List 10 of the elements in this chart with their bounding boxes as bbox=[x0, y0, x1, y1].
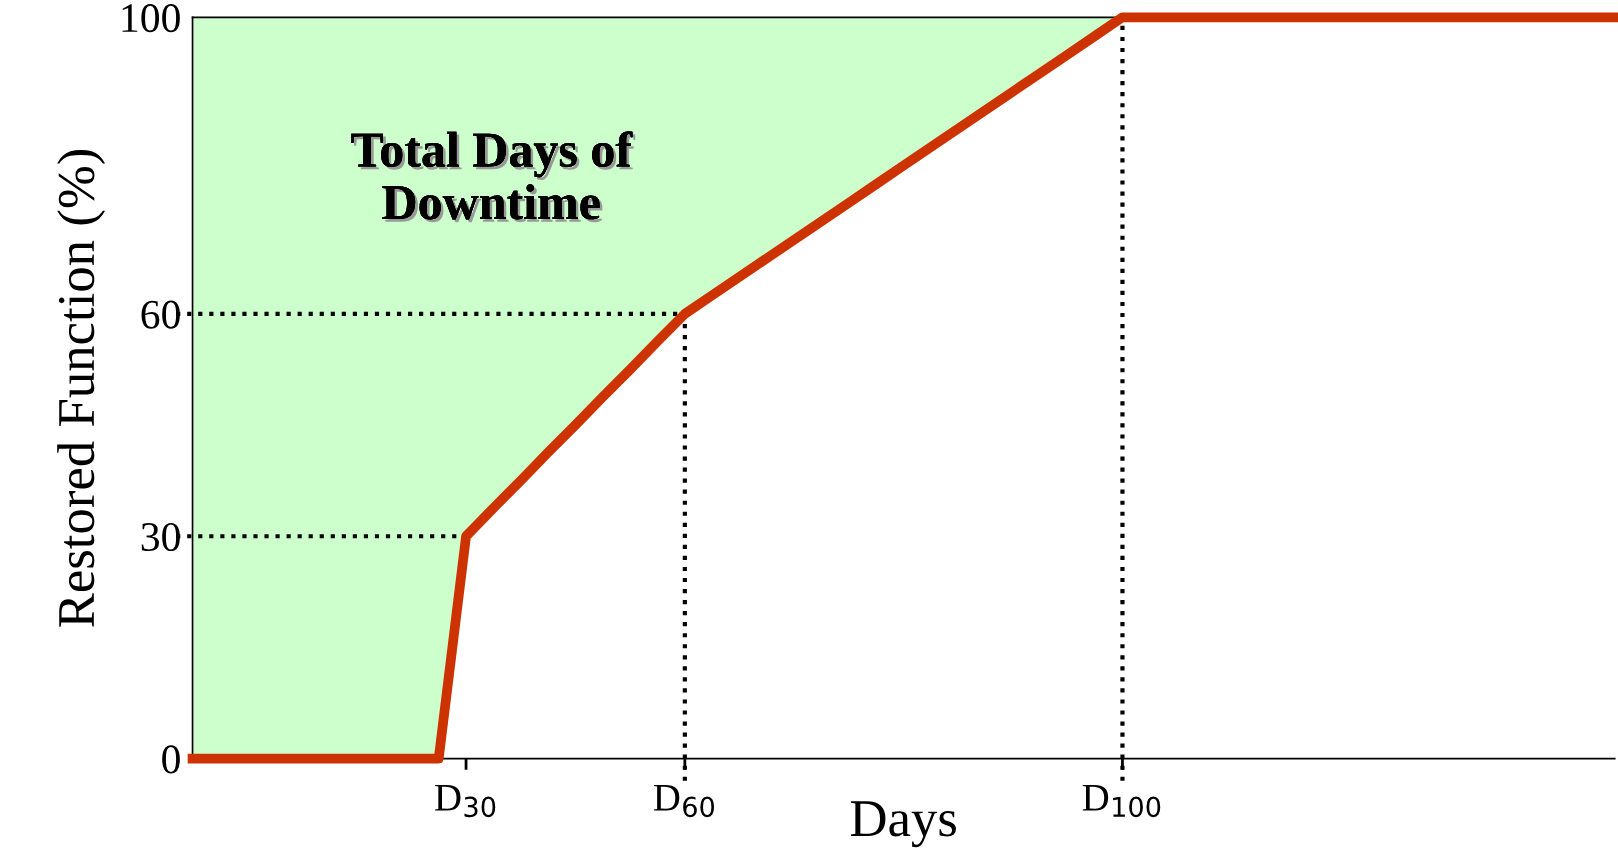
x-tick-label: D$_{30}$ bbox=[435, 784, 496, 818]
y-axis-title: Restored Function (%) bbox=[57, 149, 106, 627]
x-axis-title: Days bbox=[850, 801, 956, 848]
annotation: Total Days of Downtime bbox=[351, 131, 636, 223]
y-tick-label: 60 bbox=[141, 300, 180, 329]
y-tick-label: 0 bbox=[162, 745, 180, 774]
y-tick-label: 100 bbox=[122, 4, 180, 33]
x-tick-label: D$_{100}$ bbox=[1082, 784, 1161, 818]
y-tick-label: 30 bbox=[141, 522, 180, 552]
x-tick-label: D$_{60}$ bbox=[653, 784, 715, 818]
